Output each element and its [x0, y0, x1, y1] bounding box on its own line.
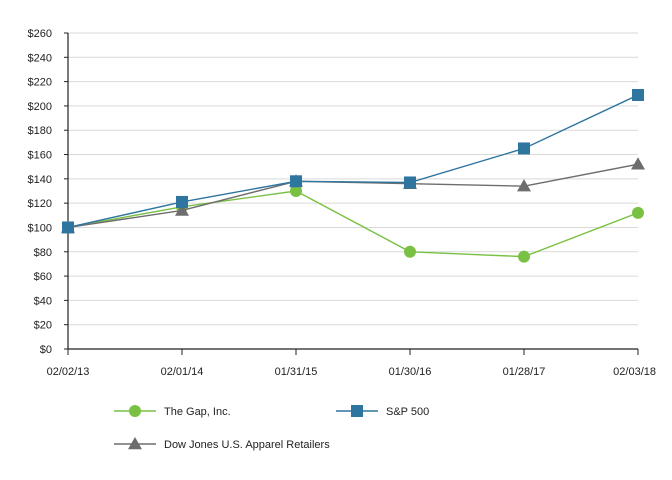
data-point	[404, 245, 416, 258]
data-point	[632, 88, 644, 101]
y-tick-label: $180	[28, 125, 52, 137]
gridlines	[68, 32, 638, 326]
y-tick-label: $200	[28, 101, 52, 113]
x-tick-label: 01/28/17	[503, 366, 546, 378]
y-tick-label: $140	[28, 174, 52, 186]
data-point	[631, 157, 645, 170]
legend-marker	[129, 405, 141, 417]
data-point	[632, 206, 644, 219]
series-square	[62, 88, 644, 234]
data-point	[290, 185, 302, 197]
data-point	[175, 203, 189, 216]
legend-item: Dow Jones U.S. Apparel Retailers	[114, 437, 330, 451]
y-tick-label: $80	[34, 247, 52, 259]
series-line	[67, 190, 639, 258]
x-tick-label: 02/02/13	[47, 366, 90, 378]
series-line	[67, 94, 639, 229]
y-tick-label: $20	[34, 320, 52, 332]
data-point	[518, 250, 530, 263]
legend-marker	[351, 405, 363, 417]
legend-marker	[128, 437, 142, 450]
legend-label: S&P 500	[386, 406, 429, 418]
y-tick-label: $60	[34, 271, 52, 283]
data-point	[517, 179, 531, 192]
y-tick-label: $0	[40, 344, 52, 356]
data-point	[290, 175, 302, 188]
y-tick-label: $260	[28, 28, 52, 40]
legend-item: The Gap, Inc.	[114, 405, 231, 418]
axes: $0 $20 $40 $60 $80 $100 $120 $140 $160 $180 $200 $2…	[28, 28, 656, 378]
y-tick-label: $220	[28, 77, 52, 89]
data-point	[176, 195, 188, 208]
series-line	[67, 163, 639, 229]
x-tick-label: 02/03/18	[613, 366, 656, 378]
x-tick-label: 02/01/14	[161, 366, 204, 378]
x-tick-label: 01/30/16	[389, 366, 432, 378]
legend: The Gap, Inc. S&P 500 Dow Jones U.S. Appar…	[114, 405, 429, 451]
series-circle	[62, 185, 644, 263]
data-point	[518, 142, 530, 155]
series-lines	[61, 88, 645, 263]
data-point	[404, 176, 416, 189]
y-tick-label: $240	[28, 52, 52, 64]
legend-label: The Gap, Inc.	[164, 406, 231, 418]
x-tick-label: 01/31/15	[275, 366, 318, 378]
data-point	[62, 221, 74, 234]
y-tick-label: $120	[28, 198, 52, 210]
y-tick-label: $160	[28, 150, 52, 162]
y-tick-label: $100	[28, 222, 52, 234]
legend-item: S&P 500	[336, 405, 429, 418]
legend-label: Dow Jones U.S. Apparel Retailers	[164, 439, 330, 451]
y-tick-label: $40	[34, 295, 52, 307]
